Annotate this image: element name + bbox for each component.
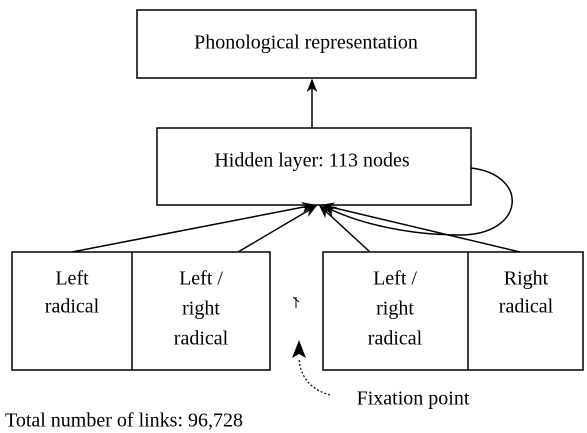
- arrow: [71, 202, 316, 253]
- node-label: Left /: [179, 268, 223, 290]
- recurrent-arrow: [322, 167, 513, 236]
- output-box: [136, 9, 477, 79]
- node-label: radical: [499, 296, 554, 318]
- node-label: radical: [368, 328, 423, 350]
- fixation-mark: [292, 296, 300, 308]
- hidden-box: [156, 127, 472, 206]
- node-label: radical: [45, 296, 100, 318]
- output-label: Phonological representation: [194, 32, 418, 54]
- dotted-pointer: [298, 357, 331, 396]
- node-label: radical: [174, 328, 229, 350]
- left-input-box: [11, 251, 271, 371]
- node-label: right: [182, 298, 220, 320]
- arrow: [319, 205, 371, 253]
- node-label: Right: [504, 268, 549, 290]
- node-label: Left: [55, 268, 89, 290]
- fixation-label: Fixation point: [357, 388, 470, 410]
- arrow: [320, 202, 521, 253]
- right-input-box: [322, 251, 584, 371]
- node-label: Left /: [373, 268, 417, 290]
- arrow: [237, 205, 318, 253]
- links-label: Total number of links: 96,728: [5, 410, 243, 432]
- pointer-head: [292, 340, 306, 358]
- node-label: right: [376, 298, 414, 320]
- hidden-label: Hidden layer: 113 nodes: [214, 150, 410, 172]
